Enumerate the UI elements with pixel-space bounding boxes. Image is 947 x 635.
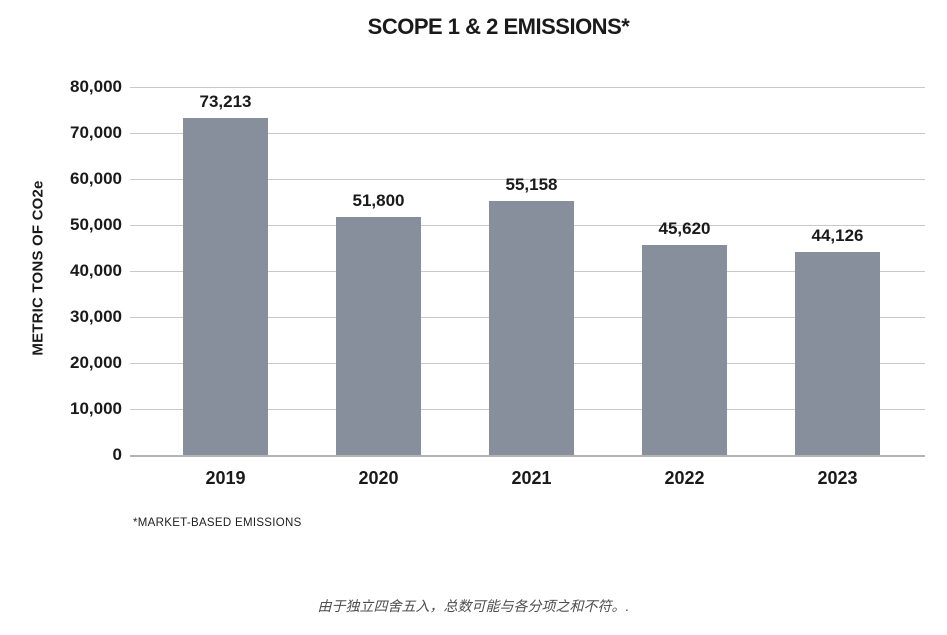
bar-value-label: 73,213	[199, 92, 252, 112]
bar-2020	[336, 216, 421, 455]
bar-2019	[183, 118, 268, 455]
y-tick-label: 20,000	[70, 353, 122, 372]
y-tick-label: 60,000	[70, 169, 122, 188]
bar-2022	[642, 245, 727, 455]
x-tick-label: 2023	[817, 468, 858, 488]
bar-value-label: 55,158	[505, 175, 558, 195]
x-tick-label: 2019	[205, 468, 246, 488]
y-tick-label: 40,000	[70, 261, 122, 280]
bar-2023	[795, 252, 880, 455]
x-tick-label: 2022	[664, 468, 705, 488]
x-tick-label: 2020	[358, 468, 399, 488]
rounding-note-caption: 由于独立四舍五入，总数可能与各分项之和不符。.	[317, 598, 630, 614]
bar-2021	[489, 201, 574, 455]
y-tick-label: 0	[112, 445, 122, 464]
y-tick-label: 70,000	[70, 123, 122, 142]
bar-value-label: 45,620	[658, 219, 711, 239]
y-tick-label: 50,000	[70, 215, 122, 234]
y-tick-label: 80,000	[70, 77, 122, 96]
x-tick-label: 2021	[511, 468, 552, 488]
y-tick-label: 10,000	[70, 399, 122, 418]
gridline	[130, 133, 925, 134]
chart-title: SCOPE 1 & 2 EMISSIONS*	[367, 14, 630, 39]
plot-area: 0 10,000 20,000 30,000 40,000 50,000 60,000 70,…	[70, 78, 925, 488]
gridline	[130, 179, 925, 180]
chart-footnote: *MARKET-BASED EMISSIONS	[133, 517, 302, 529]
gridline	[130, 87, 925, 88]
y-tick-label: 30,000	[70, 307, 122, 326]
bar-value-label: 44,126	[811, 226, 864, 246]
x-axis-baseline	[130, 455, 925, 457]
bar-value-label: 51,800	[352, 190, 405, 210]
